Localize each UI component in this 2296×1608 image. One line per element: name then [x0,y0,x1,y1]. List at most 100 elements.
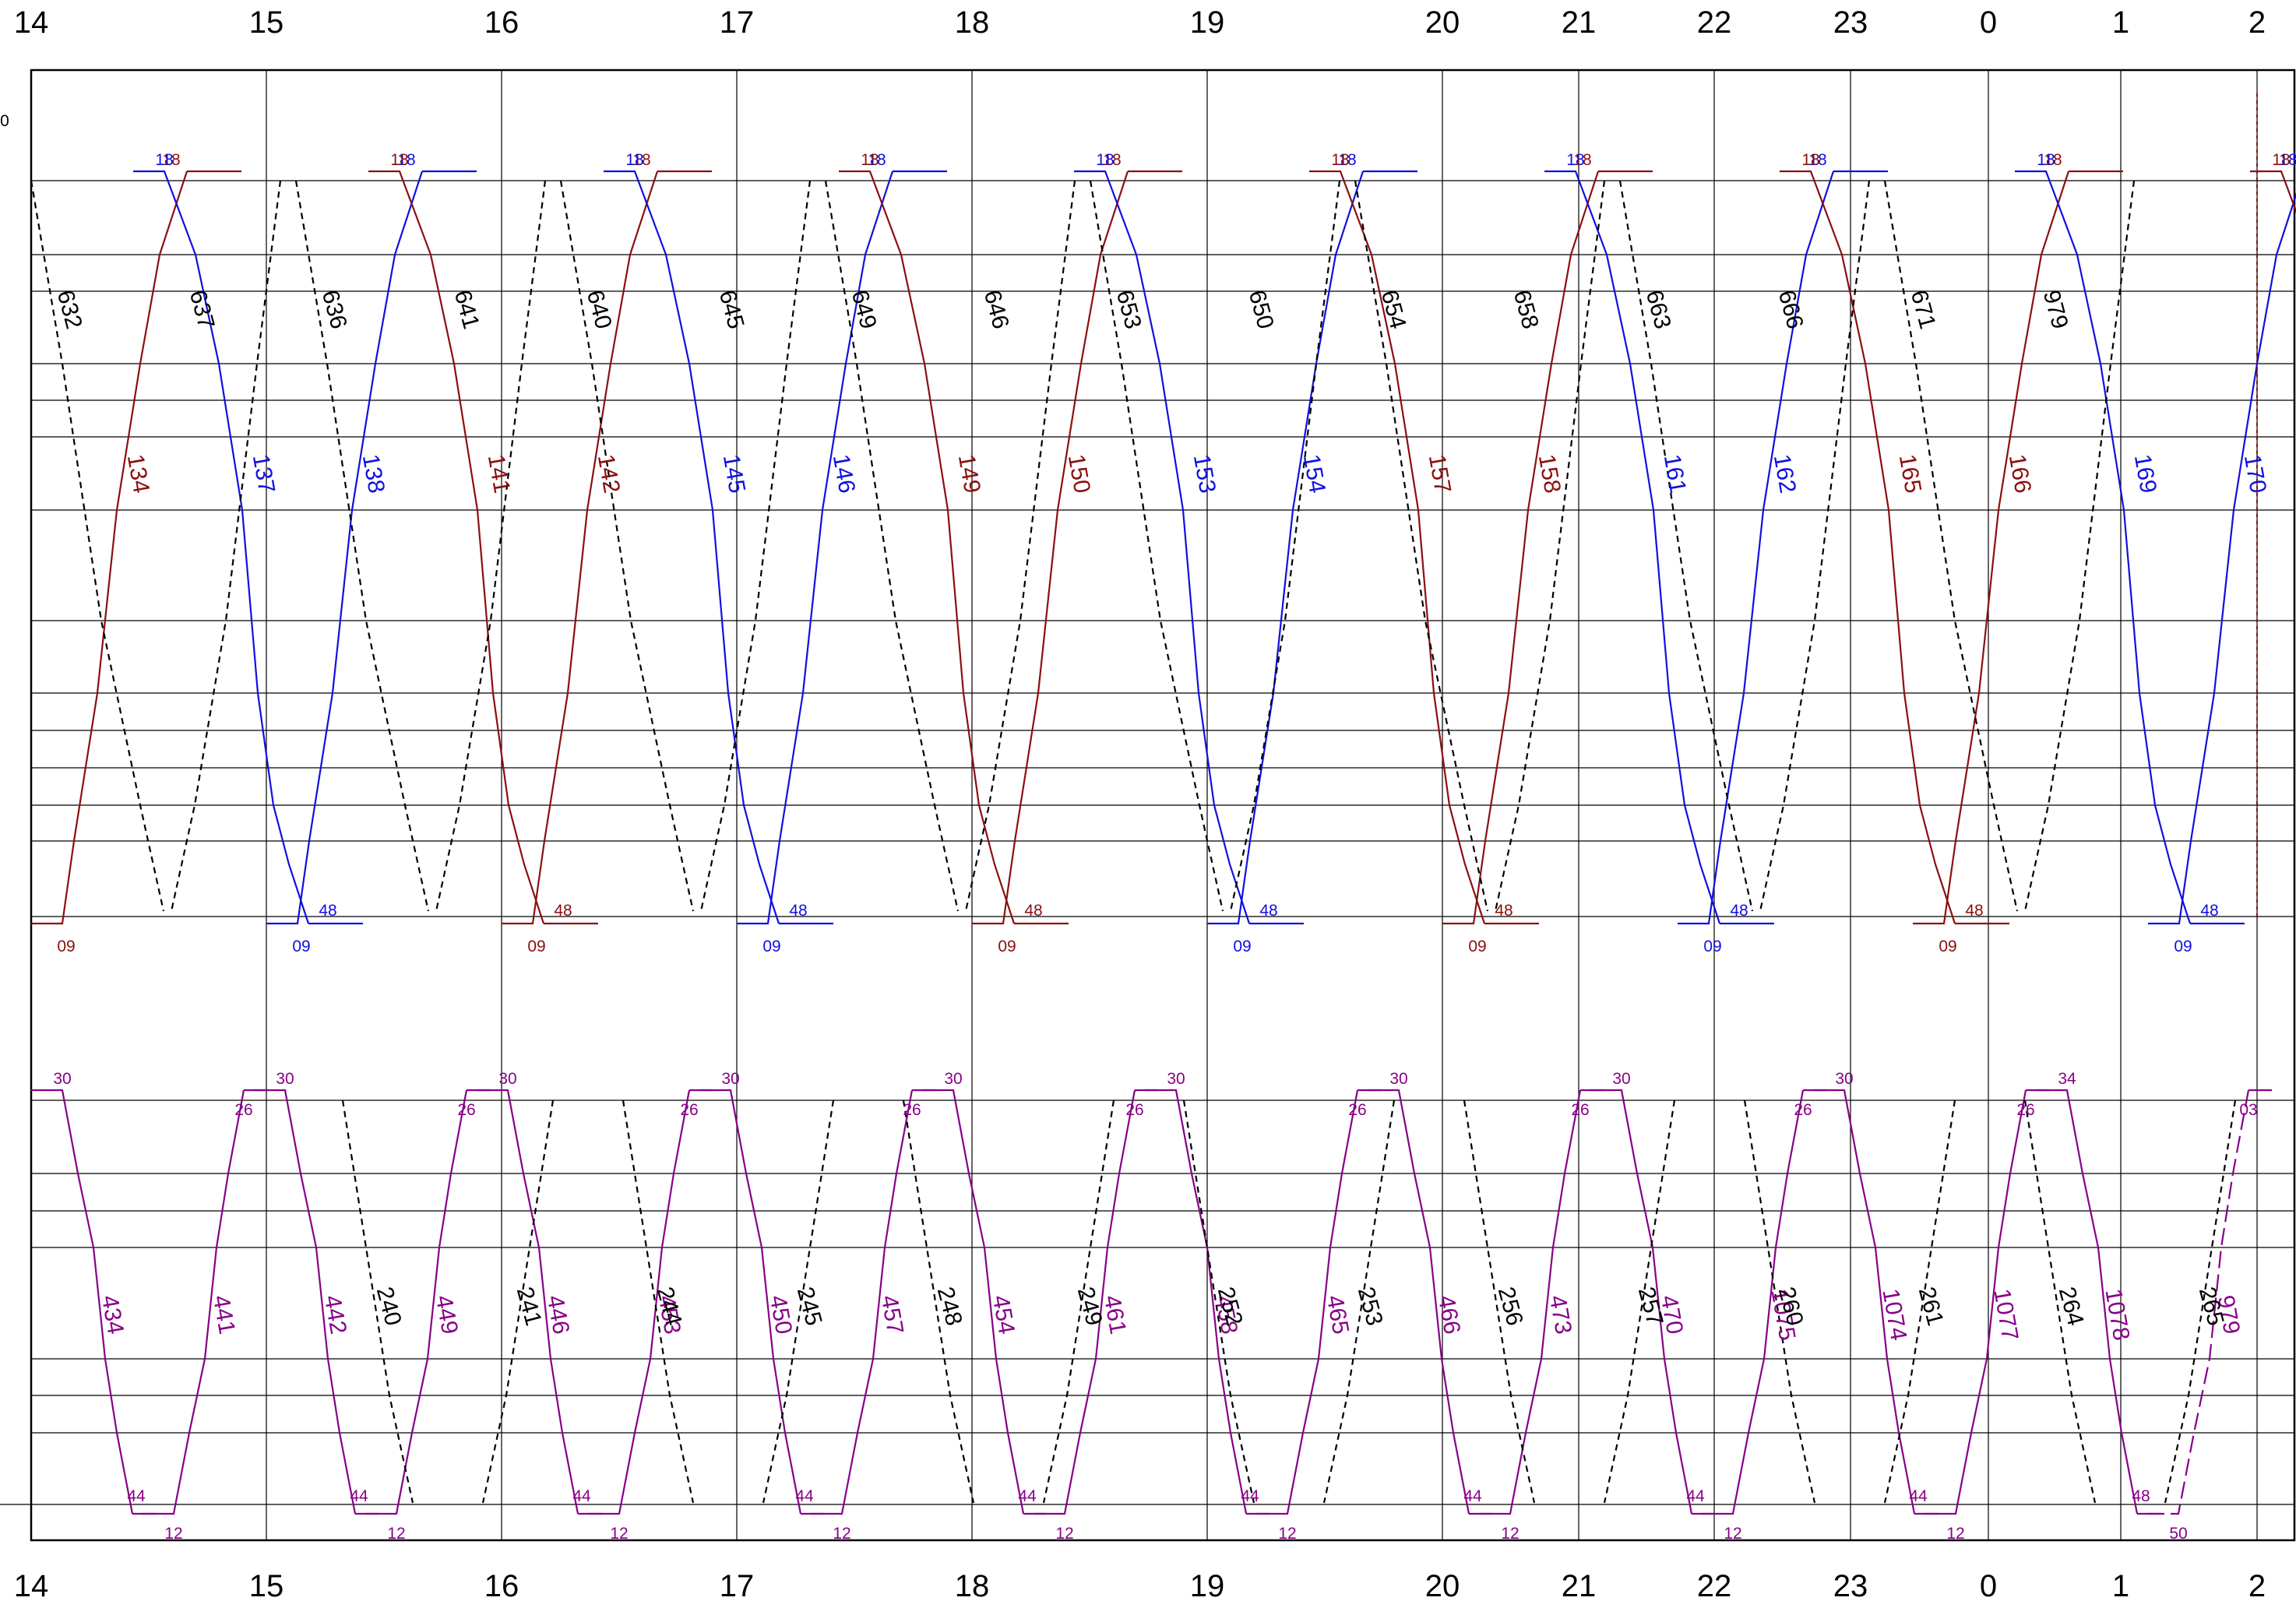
train-arr-minute: 48 [1730,902,1748,920]
train-arr-minute: 18 [2279,151,2296,169]
train-dep-minute: 30 [276,1070,294,1088]
dashed-label-632: 632 [52,287,87,332]
train-label-166: 166 [2004,452,2036,495]
train-dep-minute: 09 [292,938,310,955]
dashed-path-641 [435,180,547,912]
train-dep-minute: 30 [944,1070,962,1088]
train-label-465: 465 [1322,1293,1354,1336]
train-path-453 [588,1089,691,1515]
hour-label-top: 22 [1697,5,1732,40]
train-label-169: 169 [2129,452,2161,495]
dashed-path-637 [170,180,282,912]
train-path-134 [31,171,188,925]
train-arr-minute: 44 [795,1487,814,1505]
train-arr-minute: 26 [1794,1101,1812,1119]
train-arr-minute: 18 [632,151,650,169]
train-label-450: 450 [765,1293,797,1336]
dashed-label-658: 658 [1509,287,1544,332]
train-path-473 [1479,1089,1582,1515]
dashed-label-636: 636 [317,287,352,332]
dashed-label-666: 666 [1773,287,1808,332]
hour-label-bottom: 23 [1833,1569,1868,1603]
train-path-161 [1544,170,1721,924]
train-path-1077 [1924,1089,2027,1515]
dashed-path-264 [2023,1100,2097,1504]
dashed-label-646: 646 [979,287,1014,332]
train-dep-minute: 09 [1468,938,1486,955]
train-path-1078 [2036,1089,2139,1515]
train-arr-minute: 18 [1338,151,1356,169]
dashed-label-650: 650 [1244,287,1279,332]
train-arr-minute: 48 [319,902,336,920]
train-arr-minute: 26 [1571,1101,1589,1119]
train-path-173 [2250,170,2296,213]
train-arr-minute: 26 [680,1101,698,1119]
hour-label-top: 0 [1980,5,1997,40]
train-dep-minute: 12 [1055,1525,1073,1543]
train-path-162 [1678,171,1835,925]
hour-label-bottom: 22 [1697,1569,1732,1603]
dashed-path-663 [1618,180,1754,912]
train-dep-minute: 18 [1801,151,1819,169]
hour-label-top: 1 [2112,5,2129,40]
train-path-169 [2015,170,2192,924]
train-arr-minute: 26 [2016,1101,2034,1119]
train-path-142 [502,171,659,925]
train-path-157 [1309,170,1486,924]
train-dep-minute: 30 [498,1070,516,1088]
train-path-149 [839,170,1016,924]
train-path-158 [1442,171,1600,925]
train-dep-minute: 12 [833,1525,850,1543]
hour-label-top: 15 [249,5,284,40]
train-arr-minute: 18 [397,151,415,169]
train-label-153: 153 [1188,452,1220,495]
dashed-path-654 [1354,180,1489,912]
train-dep-minute: 12 [1501,1525,1519,1543]
train-dep-minute: 12 [387,1525,405,1543]
train-path-1075 [1702,1089,1805,1515]
train-path-450 [699,1089,802,1515]
train-label-161: 161 [1659,452,1691,495]
train-arr-minute: 48 [1495,902,1512,920]
train-path-170 [2148,192,2296,925]
train-dep-minute: 12 [1946,1525,1964,1543]
dashed-path-671 [1883,180,2019,912]
train-path-145 [604,170,780,924]
hour-label-top: 20 [1425,5,1460,40]
train-path-138 [266,171,424,925]
train-arr-minute: 18 [1573,151,1591,169]
train-label-138: 138 [357,452,389,495]
train-label-141: 141 [483,452,515,495]
hour-axis: 14 15 16 17 18 19 20 21 22 23 0 1 214 15 16 17 18 19 20 21 2… [0,5,2266,1603]
train-dep-minute: 12 [1278,1525,1296,1543]
dashed-path-241 [481,1100,555,1504]
train-label-145: 145 [718,452,750,495]
train-arr-minute: 48 [1259,902,1277,920]
train-dep-minute: 18 [861,151,879,169]
train-path-442 [254,1089,357,1515]
dashed-label-249: 249 [1072,1284,1108,1328]
train-label-137: 137 [248,452,280,495]
dashed-path-240 [341,1100,414,1504]
train-dep-minute: 12 [1724,1525,1741,1543]
train-path-154 [1207,171,1365,925]
train-dep-minute: 18 [390,151,408,169]
dashed-path-632 [30,180,165,912]
train-dep-minute: 18 [1566,151,1584,169]
dashed-path-256 [1463,1100,1536,1504]
train-path-137 [133,170,310,924]
train-label-473: 473 [1544,1293,1576,1336]
train-path-165 [1780,170,1956,924]
train-label-154: 154 [1298,452,1330,495]
hour-label-top: 19 [1190,5,1225,40]
train-arr-minute: 18 [2044,151,2062,169]
dashed-path-261 [1883,1100,1956,1504]
dashed-path-653 [1089,180,1224,912]
train-label-449: 449 [431,1293,463,1336]
dashed-label-645: 645 [714,287,749,332]
hour-label-bottom: 16 [484,1569,519,1603]
dashed-label-637: 637 [185,287,220,332]
train-label-442: 442 [319,1293,351,1336]
dashed-path-249 [1042,1100,1115,1504]
train-arr-minute: 26 [1348,1101,1366,1119]
